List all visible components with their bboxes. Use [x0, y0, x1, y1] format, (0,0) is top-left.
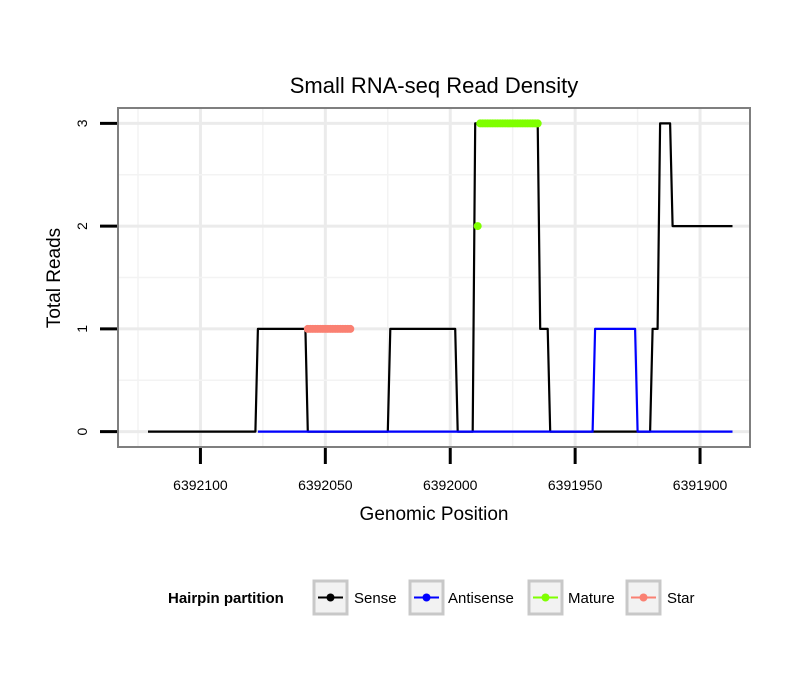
axes: 6392100 6392050 6392000 6391950 6391900 0 1 2 3 [74, 119, 727, 493]
legend-title: Hairpin partition [168, 590, 284, 607]
legend-point-mature [541, 593, 550, 602]
data-point-star [346, 324, 355, 333]
grid-lines [118, 108, 750, 447]
series-line-antisense [257, 327, 733, 433]
chart-title: Small RNA-seq Read Density [290, 73, 579, 98]
legend: Hairpin partition Sense Antisense Mature St… [168, 579, 695, 616]
legend-label-antisense: Antisense [448, 590, 514, 607]
legend-point-star [639, 593, 648, 602]
legend-point-antisense [422, 593, 431, 602]
plot-panel-border [117, 107, 751, 448]
y-tick-label: 2 [74, 222, 90, 230]
x-tick-label: 6391950 [548, 477, 603, 493]
legend-label-star: Star [667, 590, 695, 607]
x-tick-label: 6392000 [423, 477, 478, 493]
x-tick-label: 6391900 [673, 477, 728, 493]
legend-point-sense [326, 593, 335, 602]
y-tick-label: 3 [74, 119, 90, 127]
x-tick-label: 6392050 [298, 477, 353, 493]
data-point-mature [533, 119, 542, 128]
x-axis-title: Genomic Position [360, 504, 509, 525]
data-point-mature [473, 222, 482, 231]
legend-label-sense: Sense [354, 590, 397, 607]
y-axis-title: Total Reads [44, 228, 65, 328]
y-tick-label: 0 [74, 427, 90, 435]
plot-series [148, 119, 733, 433]
x-tick-label: 6392100 [173, 477, 228, 493]
y-tick-label: 1 [74, 325, 90, 333]
legend-label-mature: Mature [568, 590, 615, 607]
